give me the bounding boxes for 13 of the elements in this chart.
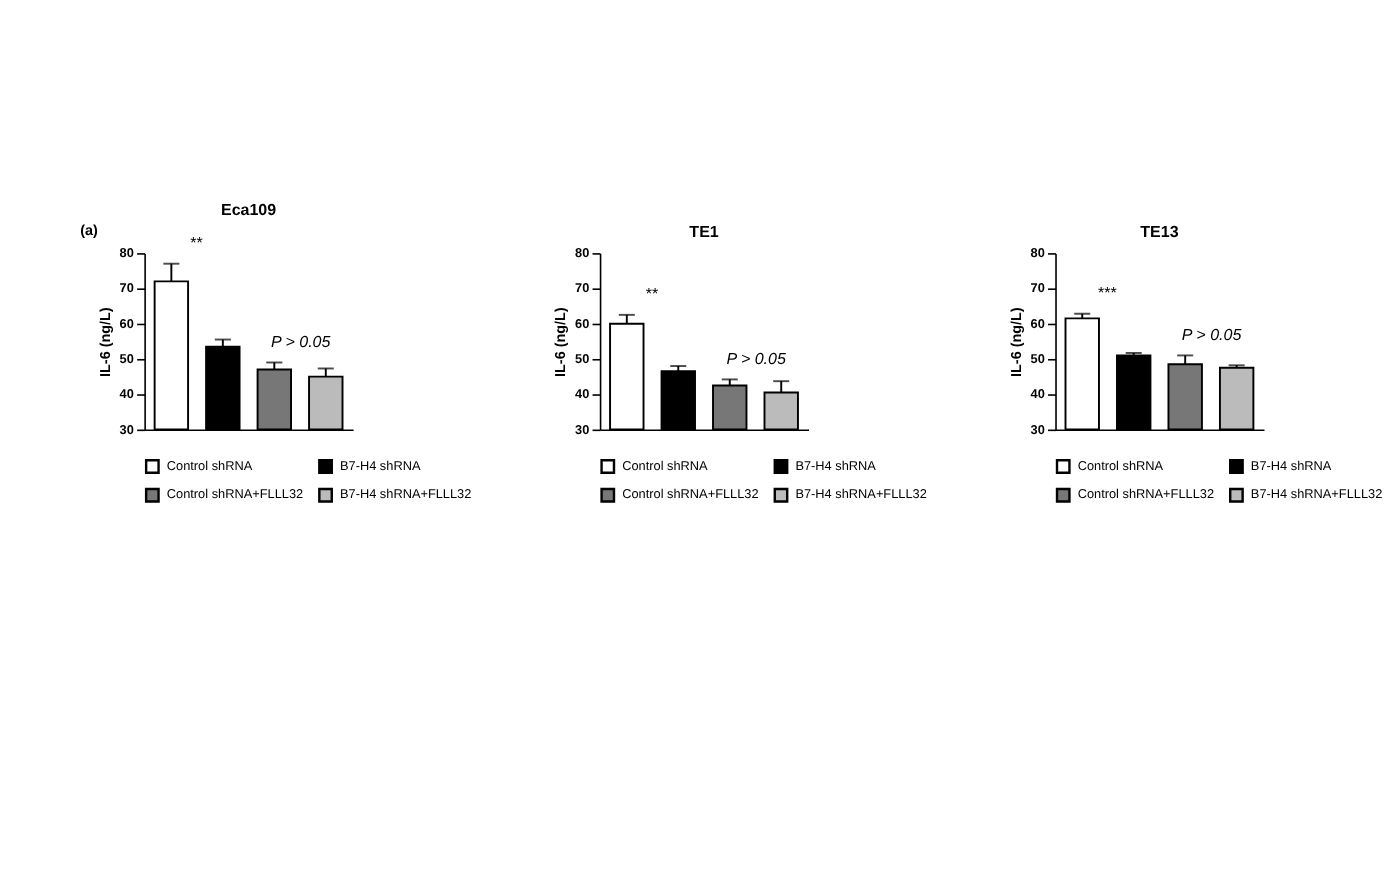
annotation: ** [645,285,659,304]
y-axis-title: IL-6 (ng/L) [1006,306,1025,377]
annotation: P > 0.05 [1181,325,1243,344]
text: ** [190,233,203,252]
y-axis-title: IL-6 (ng/L) [551,306,570,377]
annotation: P > 0.05 [726,349,787,368]
chart-title: Eca109 [220,200,278,219]
y-axis-title: IL-6 (ng/L) [96,306,115,377]
text: (a) [80,221,99,240]
chart-title: TE1 [689,223,720,242]
annotation: *** [1097,284,1117,303]
chart-title: TE13 [1140,223,1180,242]
annotation: P > 0.05 [270,332,332,351]
